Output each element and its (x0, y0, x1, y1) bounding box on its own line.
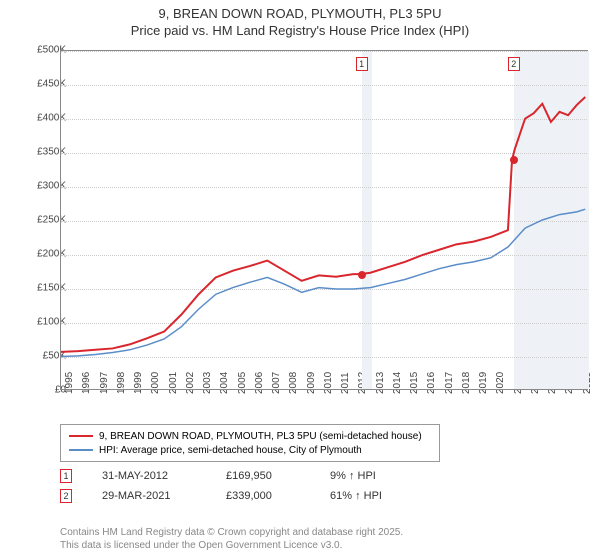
sale-row-pct: 9% ↑ HPI (330, 470, 420, 482)
sale-row: 2 29-MAR-2021 £339,000 61% ↑ HPI (60, 486, 420, 506)
sale-row-marker: 2 (60, 489, 72, 503)
legend-label: HPI: Average price, semi-detached house,… (99, 445, 362, 456)
sale-row-date: 31-MAY-2012 (102, 470, 202, 482)
legend-swatch (69, 435, 93, 437)
sale-dot-1 (358, 271, 366, 279)
sale-marker-2: 2 (508, 57, 520, 71)
footer: Contains HM Land Registry data © Crown c… (60, 527, 403, 552)
sale-row-price: £169,950 (226, 470, 306, 482)
series-line-price_paid (61, 97, 585, 352)
chart-container: 9, BREAN DOWN ROAD, PLYMOUTH, PL3 5PU Pr… (0, 0, 600, 560)
legend-swatch (69, 449, 93, 451)
footer-line2: This data is licensed under the Open Gov… (60, 540, 403, 553)
sale-dot-2 (510, 156, 518, 164)
sale-row: 1 31-MAY-2012 £169,950 9% ↑ HPI (60, 466, 420, 486)
chart-svg (61, 51, 587, 389)
plot-area: 12 (60, 50, 588, 390)
legend-item: HPI: Average price, semi-detached house,… (69, 443, 431, 457)
title-line1: 9, BREAN DOWN ROAD, PLYMOUTH, PL3 5PU (0, 6, 600, 23)
sale-row-pct: 61% ↑ HPI (330, 490, 420, 502)
title-line2: Price paid vs. HM Land Registry's House … (0, 23, 600, 40)
chart-title: 9, BREAN DOWN ROAD, PLYMOUTH, PL3 5PU Pr… (0, 0, 600, 40)
legend-item: 9, BREAN DOWN ROAD, PLYMOUTH, PL3 5PU (s… (69, 429, 431, 443)
sale-marker-1: 1 (356, 57, 368, 71)
legend: 9, BREAN DOWN ROAD, PLYMOUTH, PL3 5PU (s… (60, 424, 440, 462)
sale-row-price: £339,000 (226, 490, 306, 502)
sale-row-date: 29-MAR-2021 (102, 490, 202, 502)
sale-rows: 1 31-MAY-2012 £169,950 9% ↑ HPI 2 29-MAR-2021… (60, 466, 420, 506)
sale-row-marker: 1 (60, 469, 72, 483)
legend-label: 9, BREAN DOWN ROAD, PLYMOUTH, PL3 5PU (s… (99, 431, 422, 442)
footer-line1: Contains HM Land Registry data © Crown c… (60, 527, 403, 540)
